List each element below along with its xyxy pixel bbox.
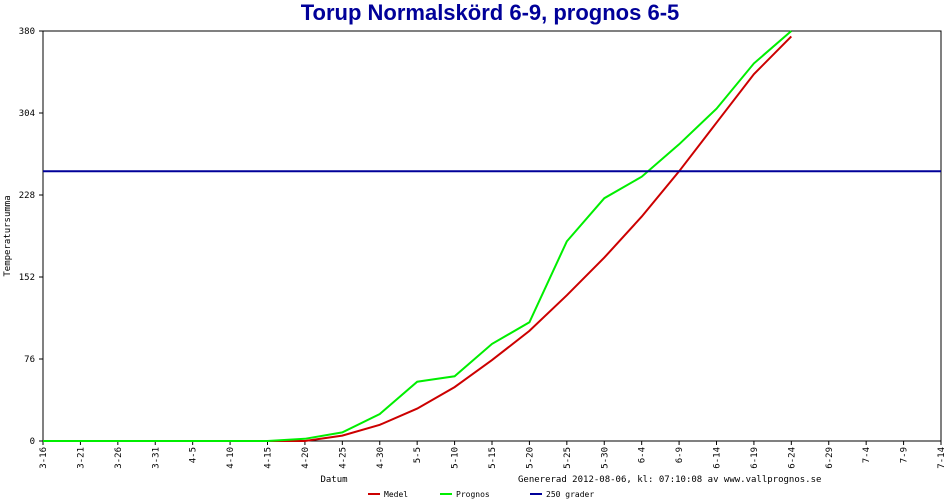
x-tick-label: 3-21 [76,447,86,469]
x-tick-label: 7-14 [937,447,947,469]
annotation: Genererad 2012-08-06, kl: 07:10:08 av ww… [518,475,821,485]
x-tick-label: 4-20 [301,447,311,469]
x-tick-label: 5-30 [600,447,610,469]
x-tick-label: 6-29 [825,447,835,469]
legend-label: 250 grader [546,490,594,499]
y-axis-label: Temperatursumma [3,195,13,276]
x-tick-label: 7-4 [862,447,872,463]
y-tick-label: 0 [30,437,35,447]
x-tick-label: 5-5 [413,447,423,463]
y-tick-label: 152 [19,273,35,283]
x-tick-label: 4-25 [338,447,348,469]
x-tick-label: 4-15 [264,447,274,469]
x-tick-label: 6-24 [787,447,797,469]
x-tick-label: 3-26 [114,447,124,469]
legend-label: Prognos [456,490,490,499]
series-line [43,35,793,442]
x-tick-label: 6-4 [638,447,648,463]
x-tick-label: 7-9 [900,447,910,463]
x-tick-label: 5-20 [525,447,535,469]
plot-area [42,30,942,442]
x-tick-label: 5-15 [488,447,498,469]
chart-title: Torup Normalskörd 6-9, prognos 6-5 [301,0,680,25]
x-tick-label: 4-10 [226,447,236,469]
x-tick-label: 5-10 [451,447,461,469]
legend-label: Medel [384,490,408,499]
y-tick-label: 380 [19,27,35,37]
x-tick-label: 6-14 [713,447,723,469]
x-tick-label: 4-30 [376,447,386,469]
y-tick-label: 76 [24,355,35,365]
y-tick-label: 228 [19,191,35,201]
x-tick-label: 4-5 [189,447,199,463]
x-tick-label: 6-9 [675,447,685,463]
x-tick-label: 3-31 [151,447,161,469]
x-axis-label: Datum [320,475,347,485]
x-tick-label: 3-16 [39,447,49,469]
x-tick-label: 6-19 [750,447,760,469]
series-line [43,30,792,442]
y-tick-label: 304 [19,109,35,119]
x-tick-label: 5-25 [563,447,573,469]
